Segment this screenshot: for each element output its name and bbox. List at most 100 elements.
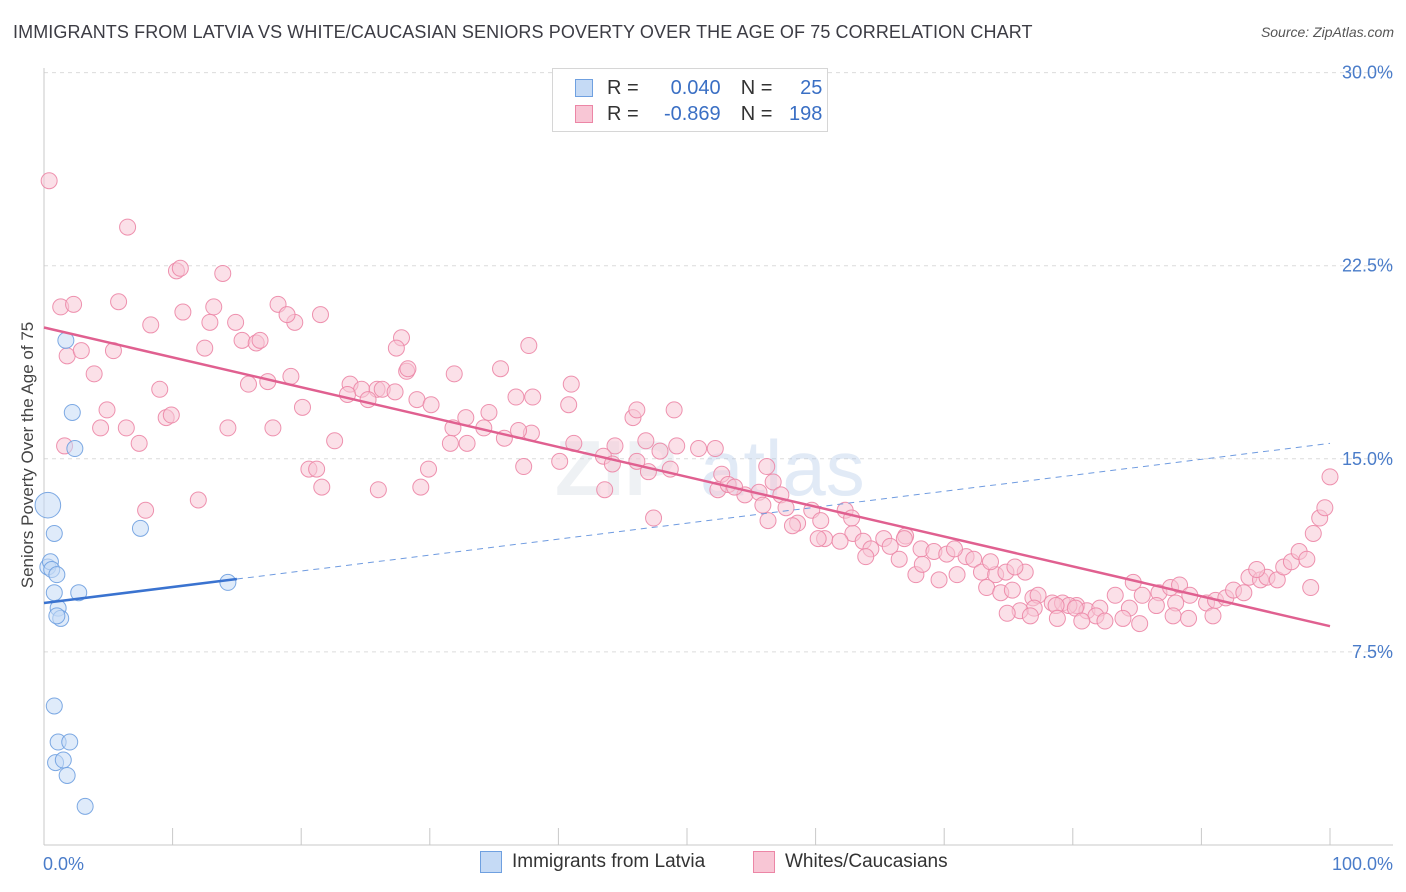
- latvia-point: [48, 607, 66, 625]
- latvia-point: [219, 573, 237, 591]
- y-tick-labels: 30.0% 22.5% 15.0% 7.5%: [1342, 63, 1393, 662]
- whites-point: [998, 604, 1016, 622]
- whites-point: [1147, 597, 1165, 615]
- whites-point: [551, 452, 569, 470]
- whites-point: [85, 365, 103, 383]
- whites-point: [1248, 561, 1266, 579]
- whites-point: [520, 337, 538, 355]
- whites-point: [507, 388, 525, 406]
- latvia-trend-line: [43, 577, 238, 605]
- whites-point: [239, 375, 257, 393]
- whites-point: [72, 342, 90, 360]
- source-label: Source: ZipAtlas.com: [1260, 24, 1394, 40]
- whites-point: [189, 491, 207, 509]
- latvia-point: [45, 524, 63, 542]
- whites-point: [524, 388, 542, 406]
- whites-point: [227, 313, 245, 331]
- whites-point: [690, 440, 708, 458]
- whites-point: [264, 419, 282, 437]
- whites-point: [1073, 612, 1091, 630]
- latvia-point: [76, 797, 94, 815]
- whites-point: [1316, 499, 1334, 517]
- whites-point: [965, 550, 983, 568]
- whites-point: [196, 339, 214, 357]
- stats-swatch-latvia: [575, 79, 593, 97]
- legend-label-latvia: Immigrants from Latvia: [512, 851, 706, 872]
- whites-point: [1003, 581, 1021, 599]
- whites-point: [445, 365, 463, 383]
- whites-point: [706, 440, 724, 458]
- whites-point: [293, 398, 311, 416]
- stats-n-label: N =: [740, 102, 773, 125]
- whites-point: [637, 432, 655, 450]
- whites-point: [65, 295, 83, 313]
- whites-point: [441, 434, 459, 452]
- stats-legend: R = 0.040 N = 25 R = -0.869 N = 198: [552, 68, 828, 132]
- whites-point: [58, 347, 76, 365]
- latvia-point: [70, 584, 88, 602]
- whites-point: [171, 259, 189, 277]
- whites-point: [645, 509, 663, 527]
- whites-point: [151, 380, 169, 398]
- whites-point: [1114, 609, 1132, 627]
- whites-point: [1133, 586, 1151, 604]
- whites-point: [201, 313, 219, 331]
- latvia-point: [45, 697, 63, 715]
- whites-point: [978, 579, 996, 597]
- whites-point: [1302, 579, 1320, 597]
- stats-row-whites: R = -0.869 N = 198: [575, 102, 822, 126]
- whites-point: [1304, 524, 1322, 542]
- y-tick-label: 22.5%: [1342, 256, 1393, 276]
- whites-point: [308, 460, 326, 478]
- whites-point: [948, 566, 966, 584]
- whites-point: [1164, 607, 1182, 625]
- whites-point: [1006, 558, 1024, 576]
- whites-point: [881, 537, 899, 555]
- whites-point: [809, 530, 827, 548]
- y-tick-label: 7.5%: [1352, 642, 1393, 662]
- whites-point: [783, 517, 801, 535]
- whites-point: [205, 298, 223, 316]
- latvia-point: [63, 403, 81, 421]
- whites-point: [422, 396, 440, 414]
- whites-point: [233, 331, 251, 349]
- whites-point: [651, 442, 669, 460]
- x-axis-ticks: [172, 828, 1331, 845]
- whites-point: [759, 512, 777, 530]
- whites-point: [913, 555, 931, 573]
- stats-n-label: N =: [740, 76, 773, 99]
- stats-n-value: 25: [800, 76, 823, 99]
- x-tick-label-right: 100.0%: [1332, 854, 1393, 874]
- whites-point: [386, 383, 404, 401]
- chart-title: IMMIGRANTS FROM LATVIA VS WHITE/CAUCASIA…: [13, 22, 1033, 42]
- legend-item-latvia: Immigrants from Latvia: [480, 851, 705, 873]
- whites-point: [831, 532, 849, 550]
- whites-point: [110, 293, 128, 311]
- whites-point: [754, 496, 772, 514]
- whites-point: [399, 360, 417, 378]
- whites-point: [1048, 609, 1066, 627]
- stats-r-value: 0.040: [670, 76, 721, 99]
- whites-point: [981, 553, 999, 571]
- whites-point: [764, 473, 782, 491]
- whites-point: [408, 391, 426, 409]
- whites-point: [1298, 550, 1316, 568]
- whites-point: [311, 306, 329, 324]
- whites-point: [130, 434, 148, 452]
- whites-point: [1096, 612, 1114, 630]
- latvia-point: [131, 519, 149, 537]
- whites-point: [895, 530, 913, 548]
- whites-point: [162, 406, 180, 424]
- whites-point: [758, 458, 776, 476]
- latvia-trend-extension: [236, 442, 1331, 580]
- whites-point: [387, 339, 405, 357]
- gridlines: [44, 72, 1393, 653]
- whites-point: [117, 419, 135, 437]
- whites-point: [1106, 586, 1124, 604]
- whites-point: [174, 303, 192, 321]
- whites-point: [313, 478, 331, 496]
- whites-point: [92, 419, 110, 437]
- stats-r-label: R =: [607, 76, 639, 99]
- y-tick-label: 15.0%: [1342, 449, 1393, 469]
- whites-point: [492, 360, 510, 378]
